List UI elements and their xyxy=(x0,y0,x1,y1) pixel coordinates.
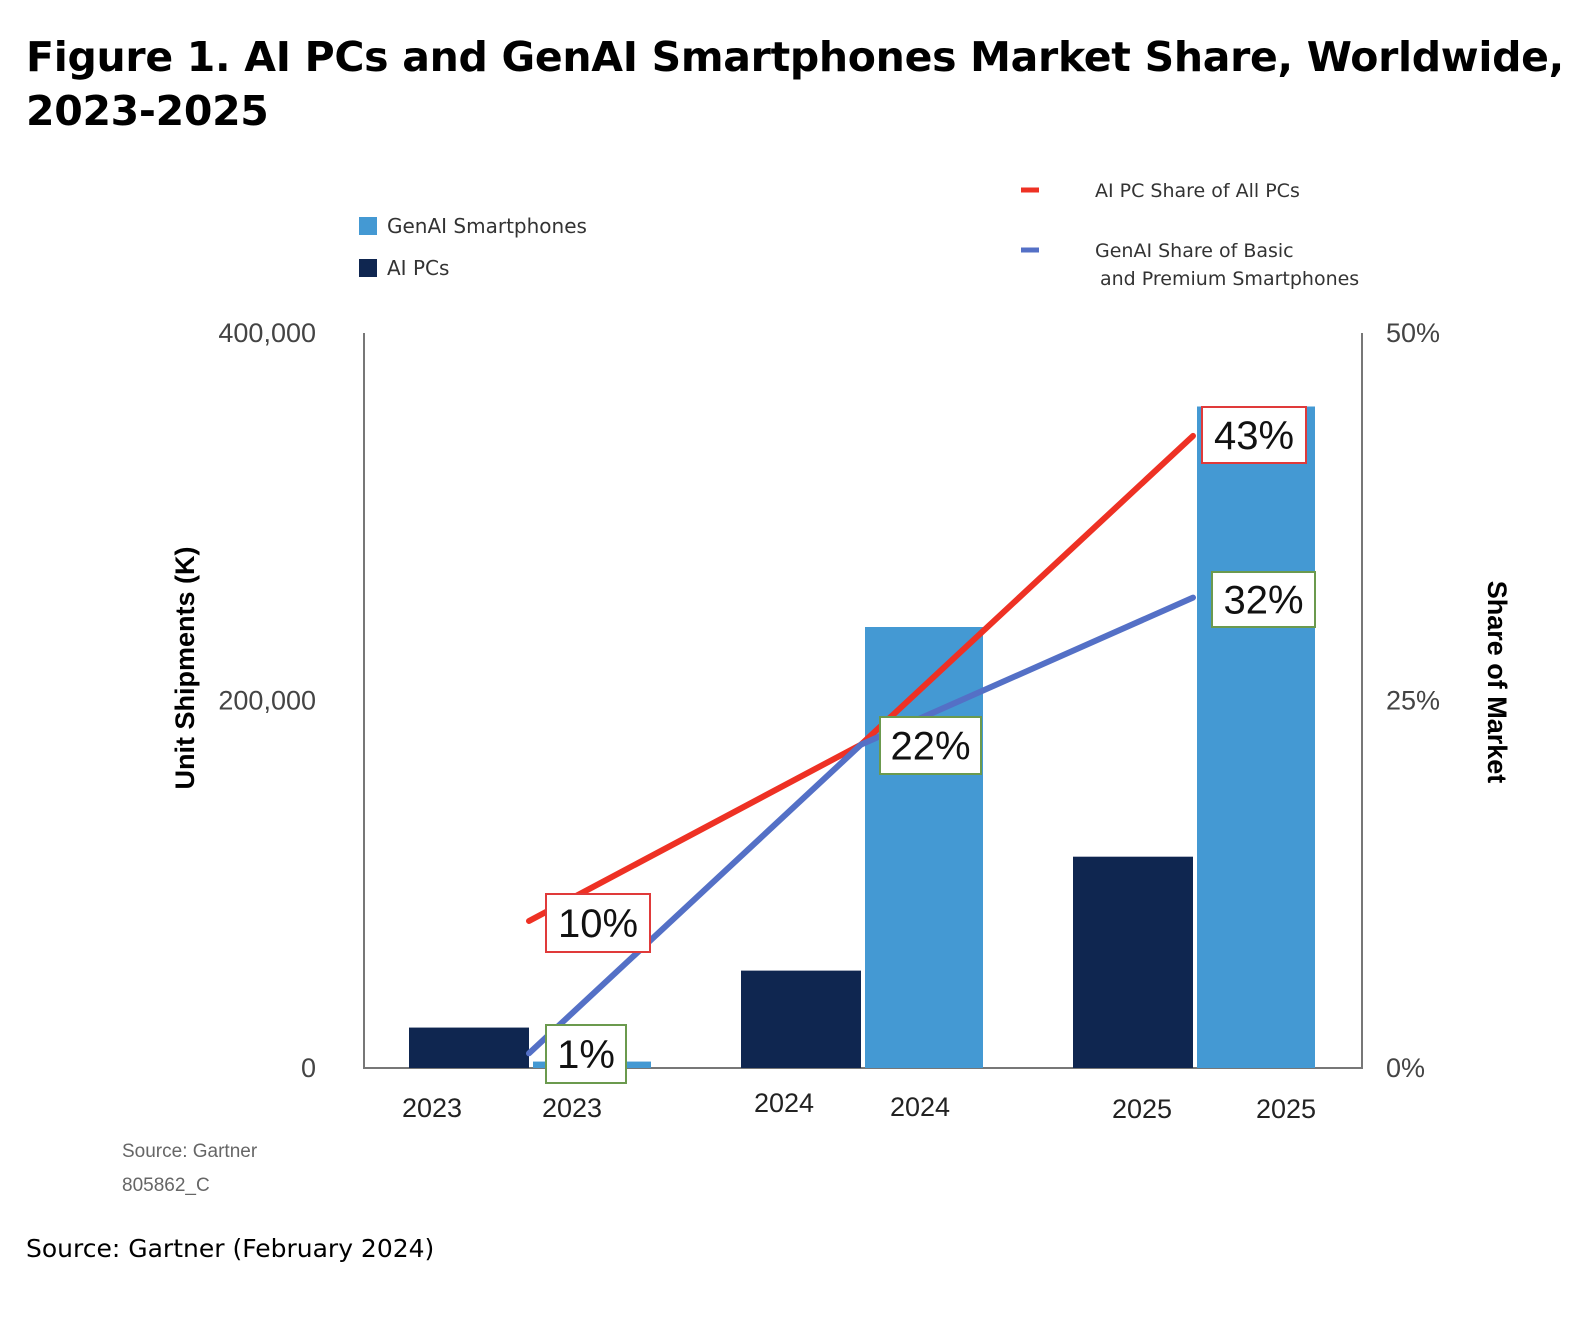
legend-label: GenAI Share of Basic xyxy=(1095,240,1294,262)
x-tick-label: 2023 xyxy=(542,1093,602,1123)
line-ai-pc-share xyxy=(526,432,1196,924)
bar-ai-pcs xyxy=(409,1027,529,1068)
data-label-box xyxy=(1211,571,1316,628)
data-label-box xyxy=(879,716,982,775)
legend-swatch xyxy=(359,217,377,235)
legend-label: AI PCs xyxy=(387,256,449,280)
bar-genai-smartphones xyxy=(865,627,983,1068)
y2-axis-title: Share of Market xyxy=(1482,581,1512,784)
figure-id: 805862_C xyxy=(122,1175,210,1196)
data-label: 32% xyxy=(1223,579,1303,623)
legend-swatch xyxy=(359,259,377,277)
data-label: 1% xyxy=(557,1033,615,1077)
bar-ai-pcs xyxy=(741,970,861,1068)
y2-tick-label: 25% xyxy=(1386,686,1440,716)
y2-tick-label: 50% xyxy=(1386,318,1440,348)
x-tick-label: 2023 xyxy=(402,1093,462,1123)
bar-ai-pcs xyxy=(1073,856,1193,1068)
x-tick-label: 2025 xyxy=(1112,1094,1172,1124)
data-label-box xyxy=(545,893,651,953)
x-tick-label: 2024 xyxy=(754,1088,814,1118)
legend-label: AI PC Share of All PCs xyxy=(1095,180,1300,202)
y-tick-label: 0 xyxy=(301,1053,316,1083)
data-label: 22% xyxy=(890,725,970,769)
data-label: 10% xyxy=(558,902,638,946)
x-tick-label: 2024 xyxy=(890,1092,950,1122)
source-note: Source: Gartner xyxy=(122,1141,258,1162)
data-label: 43% xyxy=(1214,414,1294,458)
y-tick-label: 200,000 xyxy=(218,686,316,716)
legend-label: GenAI Smartphones xyxy=(387,214,587,238)
y-tick-label: 400,000 xyxy=(218,318,316,348)
data-label-box xyxy=(1201,406,1307,464)
figure-title: Figure 1. AI PCs and GenAI Smartphones M… xyxy=(26,33,1564,135)
x-tick-label: 2025 xyxy=(1256,1094,1316,1124)
y-axis-title: Unit Shipments (K) xyxy=(170,547,200,790)
legend-label: and Premium Smartphones xyxy=(1100,268,1359,290)
data-label-box xyxy=(545,1024,627,1084)
bar-genai-smartphones xyxy=(1197,406,1315,1068)
y2-tick-label: 0% xyxy=(1386,1053,1425,1083)
footer-source: Source: Gartner (February 2024) xyxy=(26,1234,435,1263)
